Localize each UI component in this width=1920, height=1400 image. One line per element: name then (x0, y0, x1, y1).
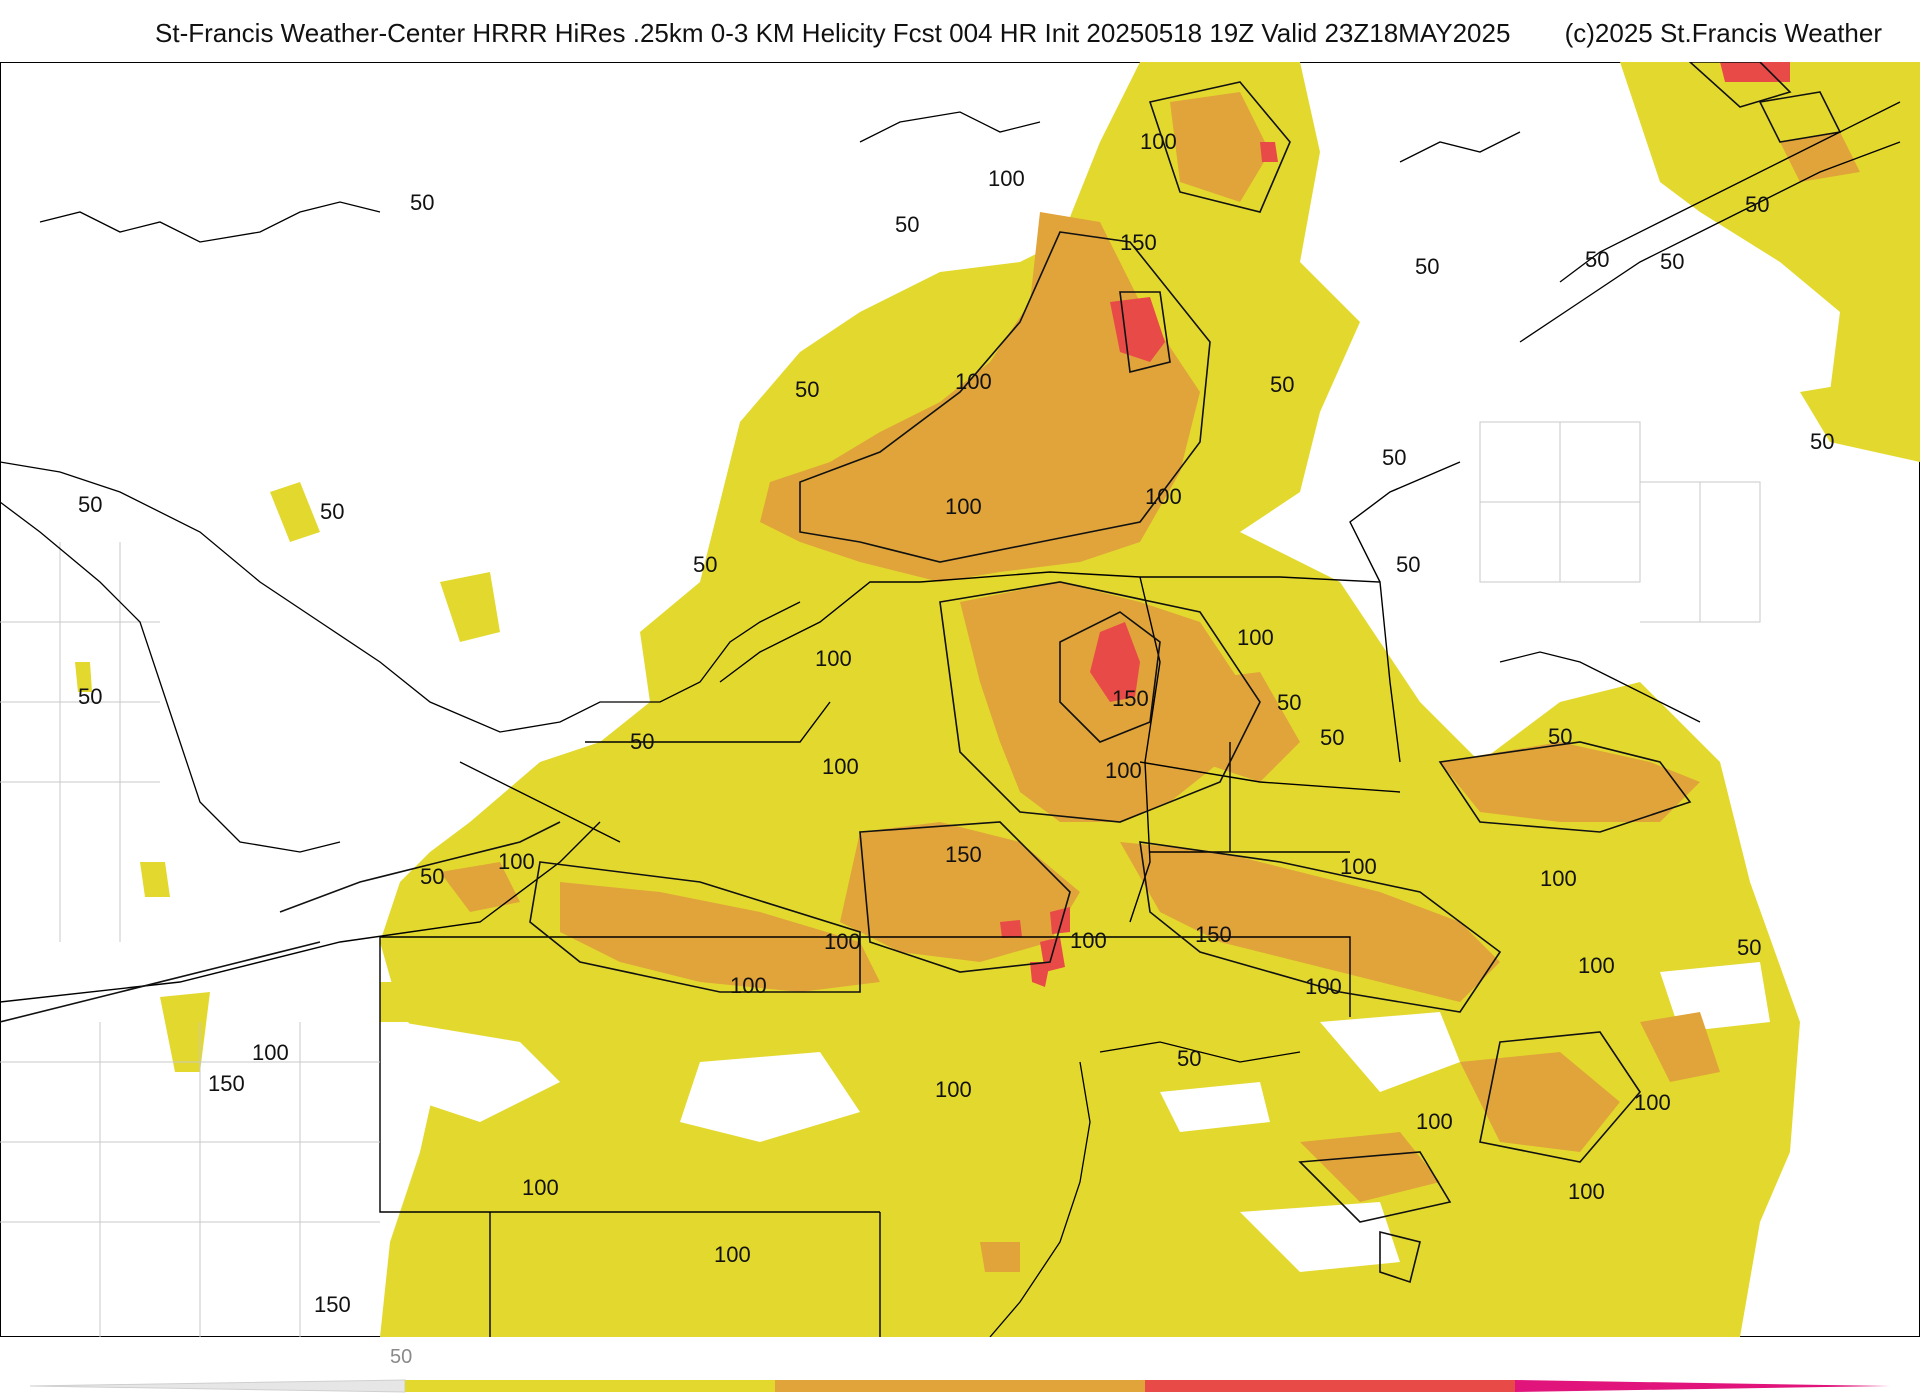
contour-label: 100 (935, 1077, 972, 1102)
contour-label: 50 (1270, 372, 1294, 397)
contour-label: 100 (714, 1242, 751, 1267)
contour-label: 50 (410, 190, 434, 215)
map-title: St-Francis Weather-Center HRRR HiRes .25… (155, 18, 1511, 48)
contour-label: 50 (693, 552, 717, 577)
contour-labels: 50 50 50 50 50 50 50 50 50 50 50 50 50 5… (78, 129, 1834, 1317)
contour-label: 100 (1568, 1179, 1605, 1204)
contour-label: 100 (824, 929, 861, 954)
county-boundaries (0, 421, 1761, 1337)
contour-label: 50 (1745, 192, 1769, 217)
contour-label: 50 (1585, 247, 1609, 272)
contour-label: 100 (945, 494, 982, 519)
contour-label: 100 (1140, 129, 1177, 154)
contour-label: 100 (815, 646, 852, 671)
contour-label: 100 (955, 369, 992, 394)
helicity-band-100 (440, 92, 1860, 1272)
contour-label: 100 (1305, 974, 1342, 999)
contour-label: 100 (988, 166, 1025, 191)
contour-label: 100 (1578, 953, 1615, 978)
contour-label: 50 (78, 684, 102, 709)
contour-label: 50 (1396, 552, 1420, 577)
contour-label: 100 (1105, 758, 1142, 783)
copyright-notice: (c)2025 St.Francis Weather (1564, 18, 1882, 48)
contour-label: 50 (1320, 725, 1344, 750)
colorbar-low-triangle (29, 1379, 406, 1393)
contour-label: 50 (1548, 724, 1572, 749)
contour-label: 150 (208, 1071, 245, 1096)
contour-label: 150 (1112, 686, 1149, 711)
contour-label: 50 (895, 212, 919, 237)
contour-label: 50 (1415, 254, 1439, 279)
contour-label: 100 (1340, 854, 1377, 879)
contour-label: 50 (1810, 429, 1834, 454)
helicity-band-150 (1000, 62, 1790, 987)
contour-label: 100 (1540, 866, 1577, 891)
contour-label: 100 (1416, 1109, 1453, 1134)
contour-label: 50 (630, 729, 654, 754)
contour-label: 50 (795, 377, 819, 402)
contour-label: 100 (252, 1040, 289, 1065)
helicity-contours (0, 62, 1842, 1284)
contour-label: 100 (730, 973, 767, 998)
title-bar: St-Francis Weather-Center HRRR HiRes .25… (0, 14, 1920, 54)
contour-label: 150 (945, 842, 982, 867)
colorbar-band-50 (405, 1380, 775, 1392)
contour-label: 50 (1177, 1046, 1201, 1071)
contour-label: 50 (1660, 249, 1684, 274)
contour-label: 100 (1145, 484, 1182, 509)
contour-label: 50 (1277, 690, 1301, 715)
coastlines (0, 101, 1901, 1337)
helicity-map: 50 50 50 50 50 50 50 50 50 50 50 50 50 5… (0, 62, 1920, 1337)
contour-label: 150 (1120, 230, 1157, 255)
state-boundaries (0, 461, 1461, 1337)
contour-label: 150 (1195, 922, 1232, 947)
contour-label: 100 (1634, 1090, 1671, 1115)
colorbar-band-150 (1145, 1380, 1515, 1392)
contour-label: 100 (1237, 625, 1274, 650)
colorbar: 50 (29, 1346, 1890, 1393)
colorbar-high-triangle (1515, 1380, 1890, 1392)
contour-label: 50 (320, 499, 344, 524)
contour-label: 100 (1070, 928, 1107, 953)
contour-label: 100 (822, 754, 859, 779)
contour-label: 50 (1382, 445, 1406, 470)
contour-label: 50 (420, 864, 444, 889)
colorbar-tick-label: 50 (390, 1346, 412, 1368)
below-threshold-gaps (400, 962, 1770, 1272)
contour-label: 50 (1737, 935, 1761, 960)
contour-label: 50 (78, 492, 102, 517)
contour-label: 100 (498, 849, 535, 874)
contour-label: 150 (314, 1292, 351, 1317)
colorbar-band-100 (775, 1380, 1145, 1392)
contour-label: 100 (522, 1175, 559, 1200)
